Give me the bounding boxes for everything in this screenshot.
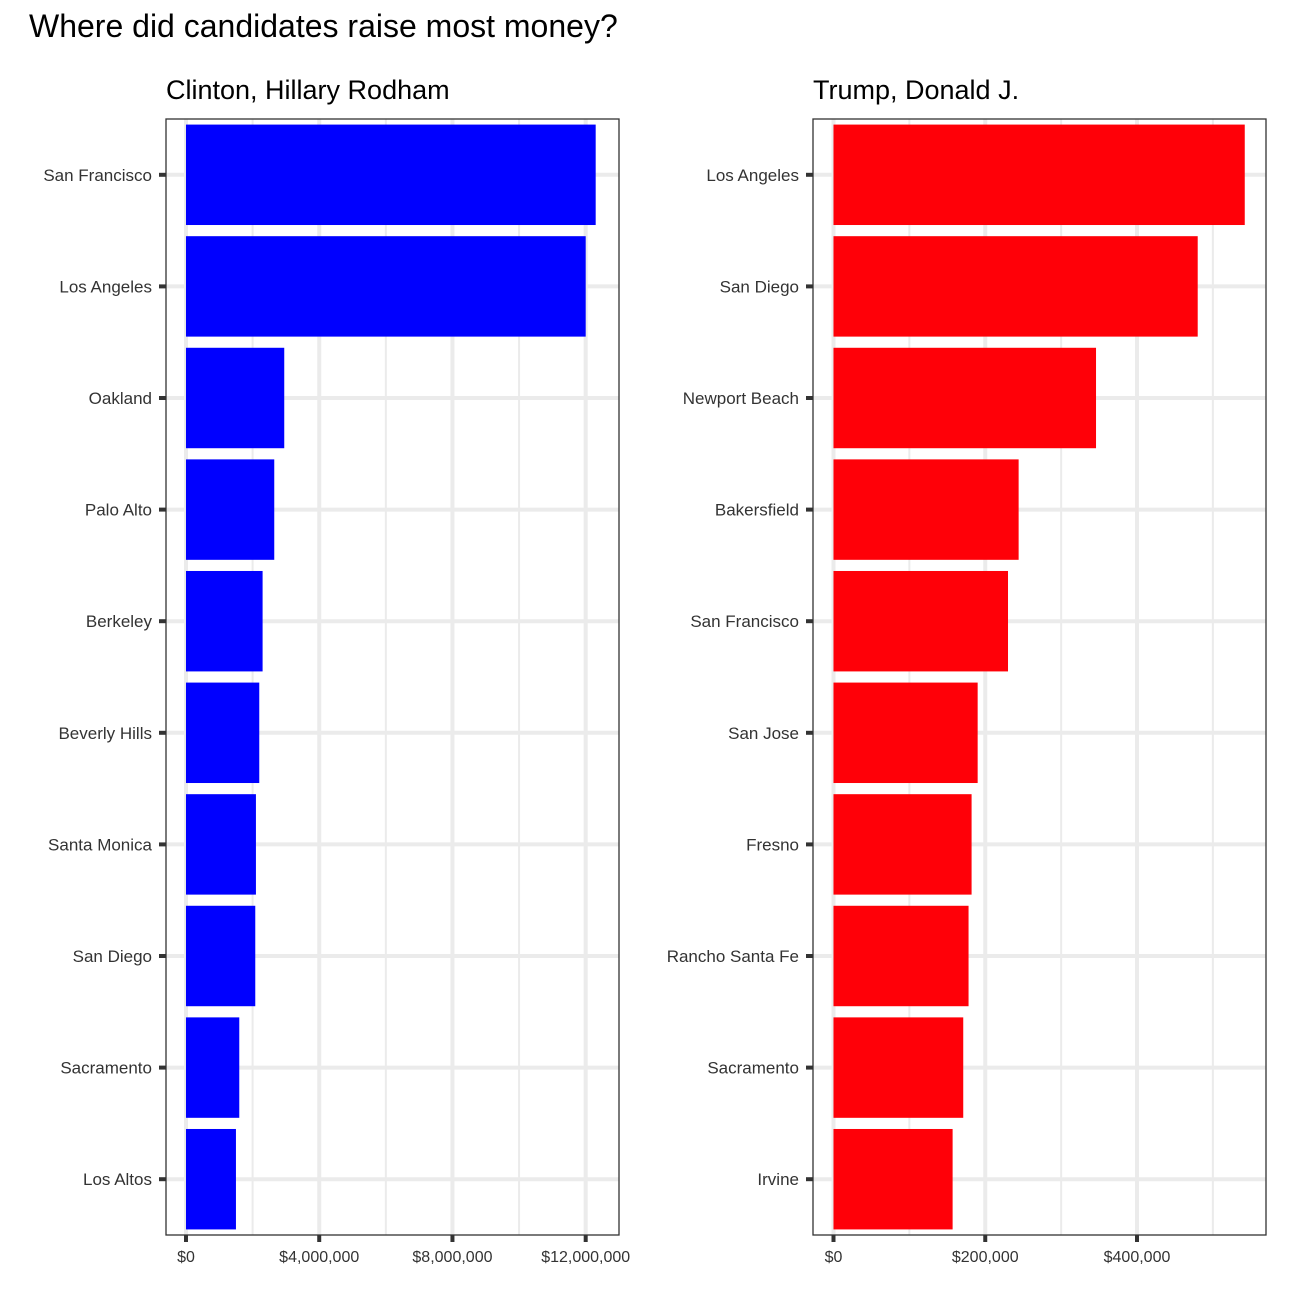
bar bbox=[833, 124, 1245, 226]
bar bbox=[833, 794, 972, 895]
category-label: San Diego bbox=[73, 947, 152, 966]
category-label: San Diego bbox=[720, 277, 799, 296]
bar bbox=[833, 236, 1198, 337]
category-label: Newport Beach bbox=[683, 389, 799, 408]
category-label: Bakersfield bbox=[715, 501, 799, 520]
category-label: Los Angeles bbox=[59, 277, 152, 296]
category-label: Beverly Hills bbox=[58, 724, 152, 743]
x-tick-label: $200,000 bbox=[952, 1249, 1019, 1266]
category-label: Los Angeles bbox=[706, 166, 799, 185]
bar bbox=[185, 236, 586, 337]
bar bbox=[185, 1128, 236, 1230]
panel-1: Clinton, Hillary Rodham San Francisco Los … bbox=[43, 75, 630, 1266]
x-tick-label: $4,000,000 bbox=[279, 1249, 359, 1266]
category-label: Oakland bbox=[89, 389, 152, 408]
bar bbox=[833, 347, 1097, 449]
bar bbox=[185, 1017, 240, 1118]
category-label: Los Altos bbox=[83, 1170, 152, 1189]
category-label: San Francisco bbox=[690, 612, 799, 631]
bar bbox=[833, 682, 978, 784]
panel-border bbox=[165, 118, 620, 1236]
bar bbox=[185, 794, 256, 895]
panel-title: Clinton, Hillary Rodham bbox=[166, 75, 450, 105]
category-label: San Jose bbox=[728, 724, 799, 743]
bar bbox=[185, 682, 260, 784]
bar bbox=[833, 1017, 964, 1118]
chart-title: Where did candidates raise most money? bbox=[29, 8, 618, 44]
x-tick-label: $12,000,000 bbox=[541, 1249, 630, 1266]
bar bbox=[185, 347, 285, 449]
panel-title: Trump, Donald J. bbox=[813, 75, 1019, 105]
bar bbox=[833, 905, 969, 1007]
category-label: Palo Alto bbox=[85, 501, 152, 520]
category-label: Santa Monica bbox=[48, 835, 152, 854]
category-label: Irvine bbox=[757, 1170, 799, 1189]
category-label: Fresno bbox=[746, 835, 799, 854]
x-tick-label: $0 bbox=[825, 1249, 843, 1266]
bar bbox=[185, 459, 275, 560]
bar bbox=[833, 459, 1019, 560]
bar bbox=[185, 124, 596, 226]
bar bbox=[185, 905, 256, 1007]
panel-border bbox=[812, 118, 1267, 1236]
category-label: Sacramento bbox=[707, 1059, 799, 1078]
category-label: Sacramento bbox=[60, 1059, 152, 1078]
category-label: Rancho Santa Fe bbox=[667, 947, 799, 966]
panel-2: Trump, Donald J. Los Angeles San Diego Newp… bbox=[667, 75, 1267, 1266]
x-tick-label: $8,000,000 bbox=[412, 1249, 492, 1266]
bar bbox=[185, 570, 263, 672]
bar bbox=[833, 1128, 953, 1230]
x-tick-label: $400,000 bbox=[1104, 1249, 1171, 1266]
category-label: San Francisco bbox=[43, 166, 152, 185]
category-label: Berkeley bbox=[86, 612, 153, 631]
x-tick-label: $0 bbox=[177, 1249, 195, 1266]
bar bbox=[833, 570, 1009, 672]
